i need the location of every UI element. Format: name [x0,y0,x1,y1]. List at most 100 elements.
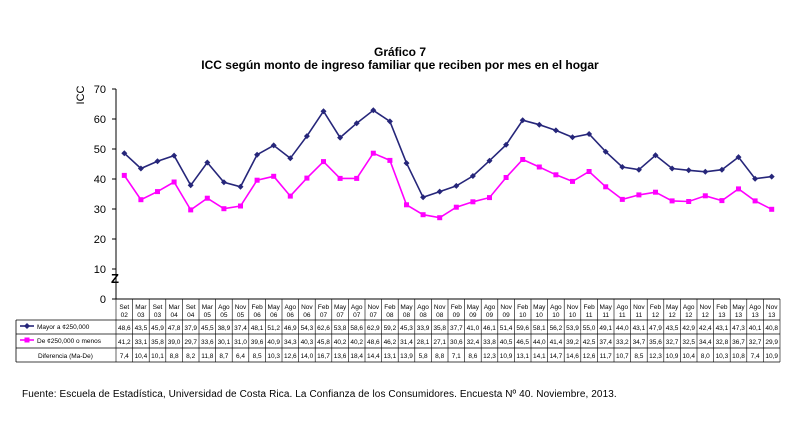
x-tick-label-year: 13 [768,312,776,319]
table-cell: 8,8 [435,353,444,360]
series-point-1 [603,184,609,190]
x-tick-label-year: 03 [137,312,145,319]
table-cell: 47,8 [168,325,181,332]
series-point-0 [287,155,294,162]
table-cell: 45,3 [400,325,413,332]
table-cell: 45,8 [317,339,330,346]
x-tick-label-year: 11 [586,312,593,319]
table-cell: 43,1 [716,325,729,332]
table-cell: 51,2 [267,325,280,332]
chart-title: Gráfico 7 [373,45,427,59]
table-cell: 42,5 [583,339,596,346]
series-point-0 [486,157,493,164]
x-tick-label-month: Nov [434,304,446,311]
series-point-0 [453,182,460,189]
series-point-0 [436,188,443,195]
series-point-1 [370,150,376,156]
x-tick-label-year: 10 [552,312,560,319]
series-point-0 [220,179,227,186]
x-tick-label-year: 02 [121,312,129,319]
series-point-0 [154,158,161,165]
table-cell: 10,8 [732,353,745,360]
table-cell: 46,9 [284,325,297,332]
x-tick-label-month: Mar [202,304,214,311]
x-tick-label-month: Feb [451,304,463,311]
series-point-0 [420,194,427,201]
x-tick-label-month: Ago [617,304,629,311]
table-cell: 12,6 [583,353,596,360]
x-tick-label-month: Nov [301,304,313,311]
table-cell: 37,7 [450,325,463,332]
y-tick-label: 10 [94,264,106,276]
x-tick-label-month: Mar [135,304,147,311]
table-cell: 6,4 [236,353,245,360]
series-point-0 [569,134,576,141]
x-tick-label-year: 13 [735,312,743,319]
series-point-0 [602,148,609,155]
x-tick-label-month: Feb [716,304,728,311]
table-cell: 14,0 [301,353,314,360]
table-cell: 32,4 [467,339,480,346]
table-cell: 14,4 [367,353,380,360]
y-tick-label: 40 [94,174,106,186]
series-point-1 [769,206,775,212]
series-point-1 [337,175,343,181]
x-tick-label-year: 05 [204,312,212,319]
legend-label-1: De ¢250,000 o menos [37,338,102,345]
table-cell: 41,2 [118,339,131,346]
x-tick-label-year: 05 [237,312,245,319]
series-point-0 [386,118,393,125]
series-point-0 [187,182,194,189]
series-point-0 [768,173,775,180]
series-point-1 [536,164,542,170]
table-cell: 39,2 [566,339,579,346]
table-cell: 33,8 [483,339,496,346]
x-tick-label-year: 07 [370,312,378,319]
table-cell: 62,6 [317,325,330,332]
x-tick-label-year: 09 [486,312,494,319]
table-cell: 40,3 [301,339,314,346]
x-tick-label-month: May [533,304,546,311]
table-cell: 32,7 [666,339,679,346]
x-tick-label-year: 07 [353,312,361,319]
table-cell: 13,1 [384,353,397,360]
x-tick-label-year: 06 [303,312,311,319]
x-tick-label-year: 08 [403,312,411,319]
series-point-1 [669,198,675,204]
table-cell: 31,4 [400,339,413,346]
series-point-1 [752,198,758,204]
table-cell: 14,7 [550,353,563,360]
table-cell: 46,1 [483,325,496,332]
y-tick-label: 70 [94,84,106,96]
table-cell: 28,1 [417,339,430,346]
x-tick-label-month: Ago [417,304,429,311]
x-tick-label-month: Feb [251,304,263,311]
table-cell: 39,6 [251,339,264,346]
table-cell: 7,4 [751,353,760,360]
table-cell: 33,6 [201,339,214,346]
table-cell: 11,7 [600,353,613,360]
table-cell: 34,4 [699,339,712,346]
table-cell: 39,0 [168,339,181,346]
table-cell: 27,1 [433,339,446,346]
x-tick-label-year: 12 [668,312,676,319]
series-point-0 [552,127,559,134]
series-point-0 [669,165,676,172]
x-tick-label-month: Feb [583,304,595,311]
x-tick-label-year: 09 [469,312,477,319]
table-cell: 54,3 [301,325,314,332]
series-point-1 [138,197,144,203]
x-tick-label-month: May [666,304,679,311]
x-tick-label-year: 10 [569,312,577,319]
series-point-0 [320,108,327,115]
series-point-0 [652,152,659,159]
table-cell: 29,7 [184,339,197,346]
table-cell: 53,8 [334,325,347,332]
series-point-0 [718,166,725,173]
table-cell: 8,6 [468,353,477,360]
series-point-0 [702,168,709,175]
table-cell: 59,2 [384,325,397,332]
table-cell: 46,5 [516,339,529,346]
x-tick-label-year: 04 [187,312,195,319]
